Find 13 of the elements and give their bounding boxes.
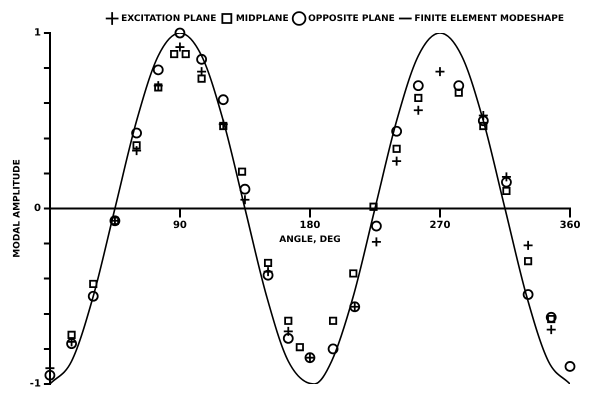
x-tick-label: 180 (300, 220, 320, 232)
legend-label: FINITE ELEMENT MODESHAPE (414, 14, 564, 24)
legend-label: EXCITATION PLANE (121, 14, 216, 24)
x-tick-label: 270 (430, 220, 450, 232)
x-axis-title: ANGLE, DEG (279, 235, 341, 246)
x-tick-label: 360 (560, 220, 580, 232)
y-tick-label: -1 (30, 378, 41, 390)
legend-label: MIDPLANE (236, 14, 289, 24)
x-tick-label: 90 (172, 220, 187, 232)
y-tick-label: 1 (34, 28, 41, 39)
y-tick-label: 0 (34, 203, 41, 214)
legend-label: OPPOSITE PLANE (308, 14, 395, 24)
y-axis-title: MODAL AMPLITUDE (12, 159, 23, 258)
